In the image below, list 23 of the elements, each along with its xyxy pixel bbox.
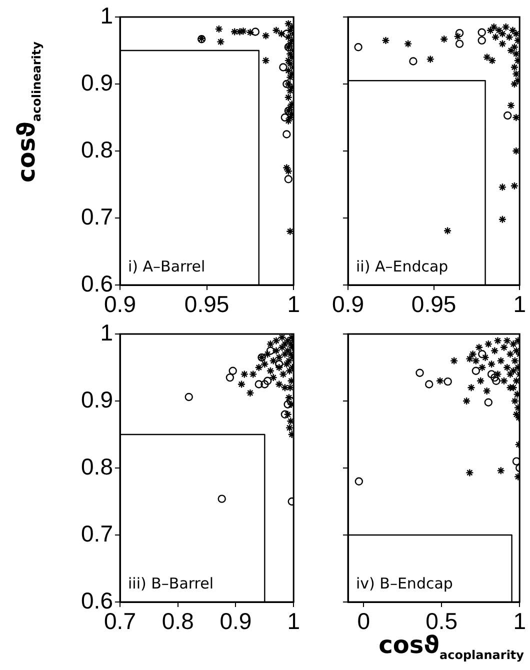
y-tick-label: 0.6 bbox=[81, 587, 113, 614]
x-tick-label: 0.95 bbox=[184, 291, 230, 318]
x-tick-label: 1 bbox=[287, 291, 300, 318]
y-tick-label: 0.8 bbox=[81, 136, 113, 162]
x-tick-label: 0 bbox=[357, 608, 370, 634]
x-tick-label: 0.8 bbox=[162, 608, 194, 634]
annotation: i) A–Barrel bbox=[128, 257, 206, 276]
y-tick-label: 0.7 bbox=[81, 520, 113, 546]
x-tick-label: 0.95 bbox=[411, 291, 456, 318]
y-tick-label: 0.7 bbox=[81, 203, 113, 230]
y-tick-label: 0.6 bbox=[81, 270, 113, 296]
y-tick-label: 1 bbox=[100, 319, 113, 346]
x-tick-label: 1 bbox=[287, 608, 300, 634]
annotation: ii) A–Endcap bbox=[356, 257, 448, 276]
x-tick-label: 1 bbox=[513, 291, 526, 318]
y-tick-label: 0.8 bbox=[81, 453, 113, 480]
y-tick-label: 0.9 bbox=[81, 386, 113, 412]
annotation: iii) B–Barrel bbox=[128, 574, 214, 592]
y-tick-label: 0.9 bbox=[81, 69, 113, 96]
y-tick-label: 1 bbox=[100, 2, 113, 28]
annotation: iv) B–Endcap bbox=[356, 574, 453, 592]
x-tick-label: 0.9 bbox=[332, 291, 364, 318]
x-tick-label: 0.9 bbox=[220, 608, 252, 634]
